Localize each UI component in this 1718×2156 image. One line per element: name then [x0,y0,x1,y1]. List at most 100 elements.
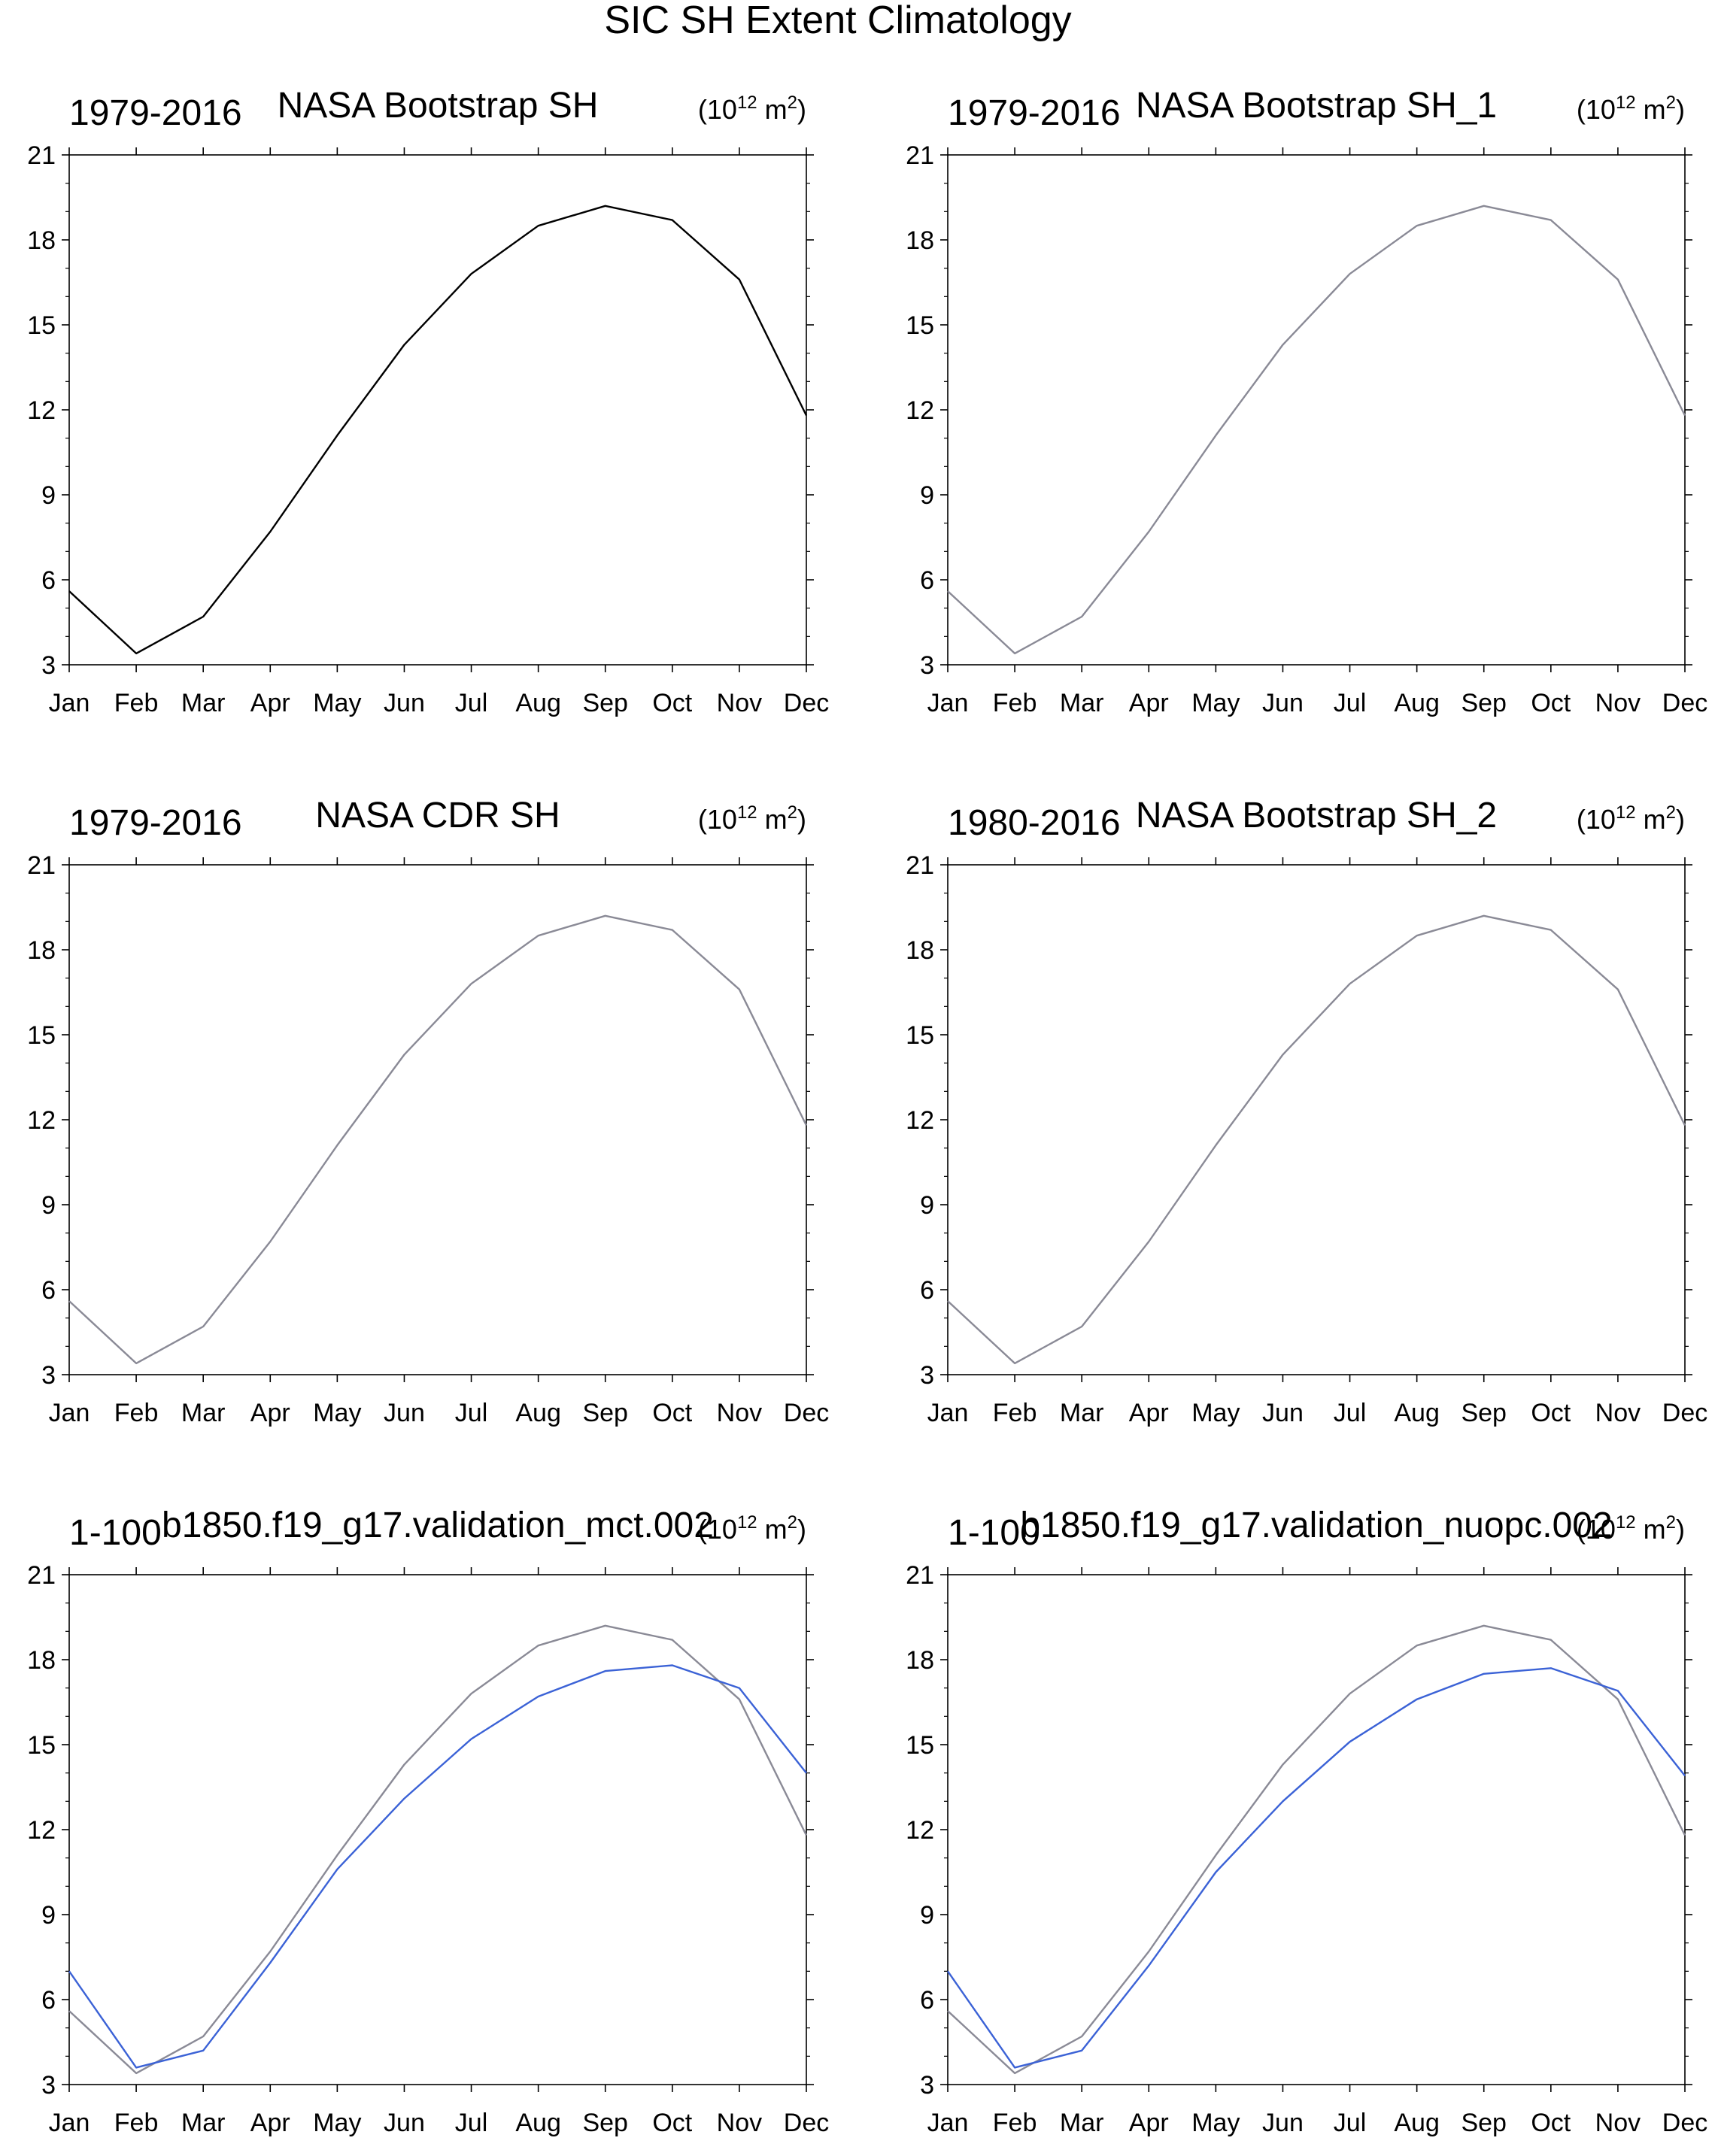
y-tick-label: 6 [920,1276,934,1305]
y-tick-label: 9 [920,1901,934,1930]
x-tick-label: Jul [1334,2109,1366,2137]
y-tick-label: 3 [920,651,934,680]
x-tick-label: Nov [1595,2109,1641,2137]
x-tick-label: Feb [114,2109,159,2137]
panels: 3 6 9 12 15 18 21 Jan Feb Mar Apr May Jun Jul Aug Sep Oc… [27,86,1707,2137]
x-tick-label: Dec [784,2109,829,2137]
x-tick-label: Dec [784,689,829,717]
x-tick-label: Aug [515,689,561,717]
x-tick-label: May [313,689,361,717]
x-tick-label: Mar [1060,689,1104,717]
x-tick-label: Feb [114,1399,159,1427]
x-tick-label: Sep [582,689,628,717]
y-tick-label: 12 [906,1106,934,1135]
x-tick-label: Nov [1595,689,1641,717]
y-tick-label: 15 [906,1021,934,1050]
y-tick-label: 15 [906,311,934,340]
x-tick-label: Mar [181,2109,226,2137]
x-tick-label: Apr [1129,1399,1169,1427]
x-tick-label: Jun [384,2109,425,2137]
x-tick-label: Jul [1334,1399,1366,1427]
x-tick-label: Jul [455,689,487,717]
left-title: 1-100 [69,1513,162,1553]
x-tick-label: Aug [1394,689,1440,717]
center-title: NASA Bootstrap SH_1 [1136,86,1497,126]
left-title: 1980-2016 [948,803,1121,843]
y-tick-label: 12 [906,396,934,425]
center-title: NASA Bootstrap SH_2 [1136,796,1497,835]
y-tick-label: 21 [27,851,56,880]
x-tick-label: Apr [250,1399,290,1427]
y-tick-label: 12 [27,396,56,425]
left-title: 1979-2016 [69,93,242,133]
x-tick-label: Feb [993,689,1037,717]
y-tick-label: 3 [920,2071,934,2100]
series-line-1 [947,205,1686,655]
y-tick-label: 15 [27,1021,56,1050]
x-tick-label: Feb [993,2109,1037,2137]
x-tick-label: Jan [49,1399,90,1427]
left-title: 1979-2016 [948,93,1121,133]
x-tick-label: Nov [717,2109,762,2137]
x-tick-label: Oct [1531,2109,1571,2137]
x-tick-label: Oct [652,689,692,717]
x-tick-label: Sep [1461,689,1507,717]
y-tick-label: 15 [27,311,56,340]
x-tick-label: Apr [250,2109,290,2137]
y-tick-label: 18 [27,226,56,255]
x-tick-label: Oct [652,1399,692,1427]
y-tick-label: 9 [41,1901,56,1930]
x-tick-label: Dec [1662,2109,1707,2137]
y-tick-label: 18 [906,226,934,255]
y-tick-label: 3 [41,651,56,680]
x-tick-label: Dec [784,1399,829,1427]
x-tick-label: Sep [1461,2109,1507,2137]
y-tick-label: 21 [906,141,934,170]
x-tick-label: Apr [1129,2109,1169,2137]
chart-panel-3: 3 6 9 12 15 18 21 Jan Feb Mar Apr May Jun Jul Aug Sep Oc… [27,796,829,1427]
center-title: b1850.f19_g17.validation_mct.002 [162,1506,714,1545]
y-tick-label: 6 [41,1986,56,2015]
x-tick-label: Apr [250,689,290,717]
x-tick-label: May [1191,689,1240,717]
x-tick-label: May [1191,1399,1240,1427]
x-tick-label: Apr [1129,689,1169,717]
x-tick-label: Jan [927,689,969,717]
y-tick-label: 3 [920,1361,934,1390]
x-tick-label: Jun [1262,1399,1304,1427]
x-tick-label: Jun [1262,689,1304,717]
units-label: (1012 m2) [698,1512,806,1545]
x-tick-label: Oct [1531,1399,1571,1427]
x-tick-label: Aug [515,2109,561,2137]
x-tick-label: Jun [384,1399,425,1427]
y-tick-label: 3 [41,1361,56,1390]
units-label: (1012 m2) [1577,802,1685,835]
y-tick-label: 6 [920,1986,934,2015]
x-tick-label: Jan [49,2109,90,2137]
x-tick-label: Feb [993,1399,1037,1427]
center-title: NASA CDR SH [315,796,560,835]
center-title: b1850.f19_g17.validation_nuopc.002 [1020,1506,1612,1545]
y-tick-label: 9 [920,481,934,510]
x-tick-label: Jun [384,689,425,717]
y-tick-label: 12 [27,1816,56,1845]
x-tick-label: Aug [515,1399,561,1427]
y-tick-label: 18 [906,936,934,965]
x-tick-label: Jul [1334,689,1366,717]
x-tick-label: May [313,2109,361,2137]
units-label: (1012 m2) [1577,1512,1685,1545]
y-tick-label: 15 [906,1731,934,1760]
y-tick-label: 21 [906,1561,934,1590]
x-tick-label: Oct [652,2109,692,2137]
series-line-1 [68,914,808,1365]
chart-panel-6: 3 6 9 12 15 18 21 Jan Feb Mar Apr May Jun Jul Aug Sep Oc… [906,1506,1707,2137]
center-title: NASA Bootstrap SH [278,86,599,126]
series-line-2 [68,1664,807,2069]
units-label: (1012 m2) [698,92,806,125]
left-title: 1-100 [948,1513,1040,1553]
x-tick-label: Aug [1394,2109,1440,2137]
chart-panel-5: 3 6 9 12 15 18 21 Jan Feb Mar Apr May Jun Jul Aug Sep Oc… [27,1506,829,2137]
x-tick-label: Jan [49,689,90,717]
y-tick-label: 9 [920,1191,934,1220]
